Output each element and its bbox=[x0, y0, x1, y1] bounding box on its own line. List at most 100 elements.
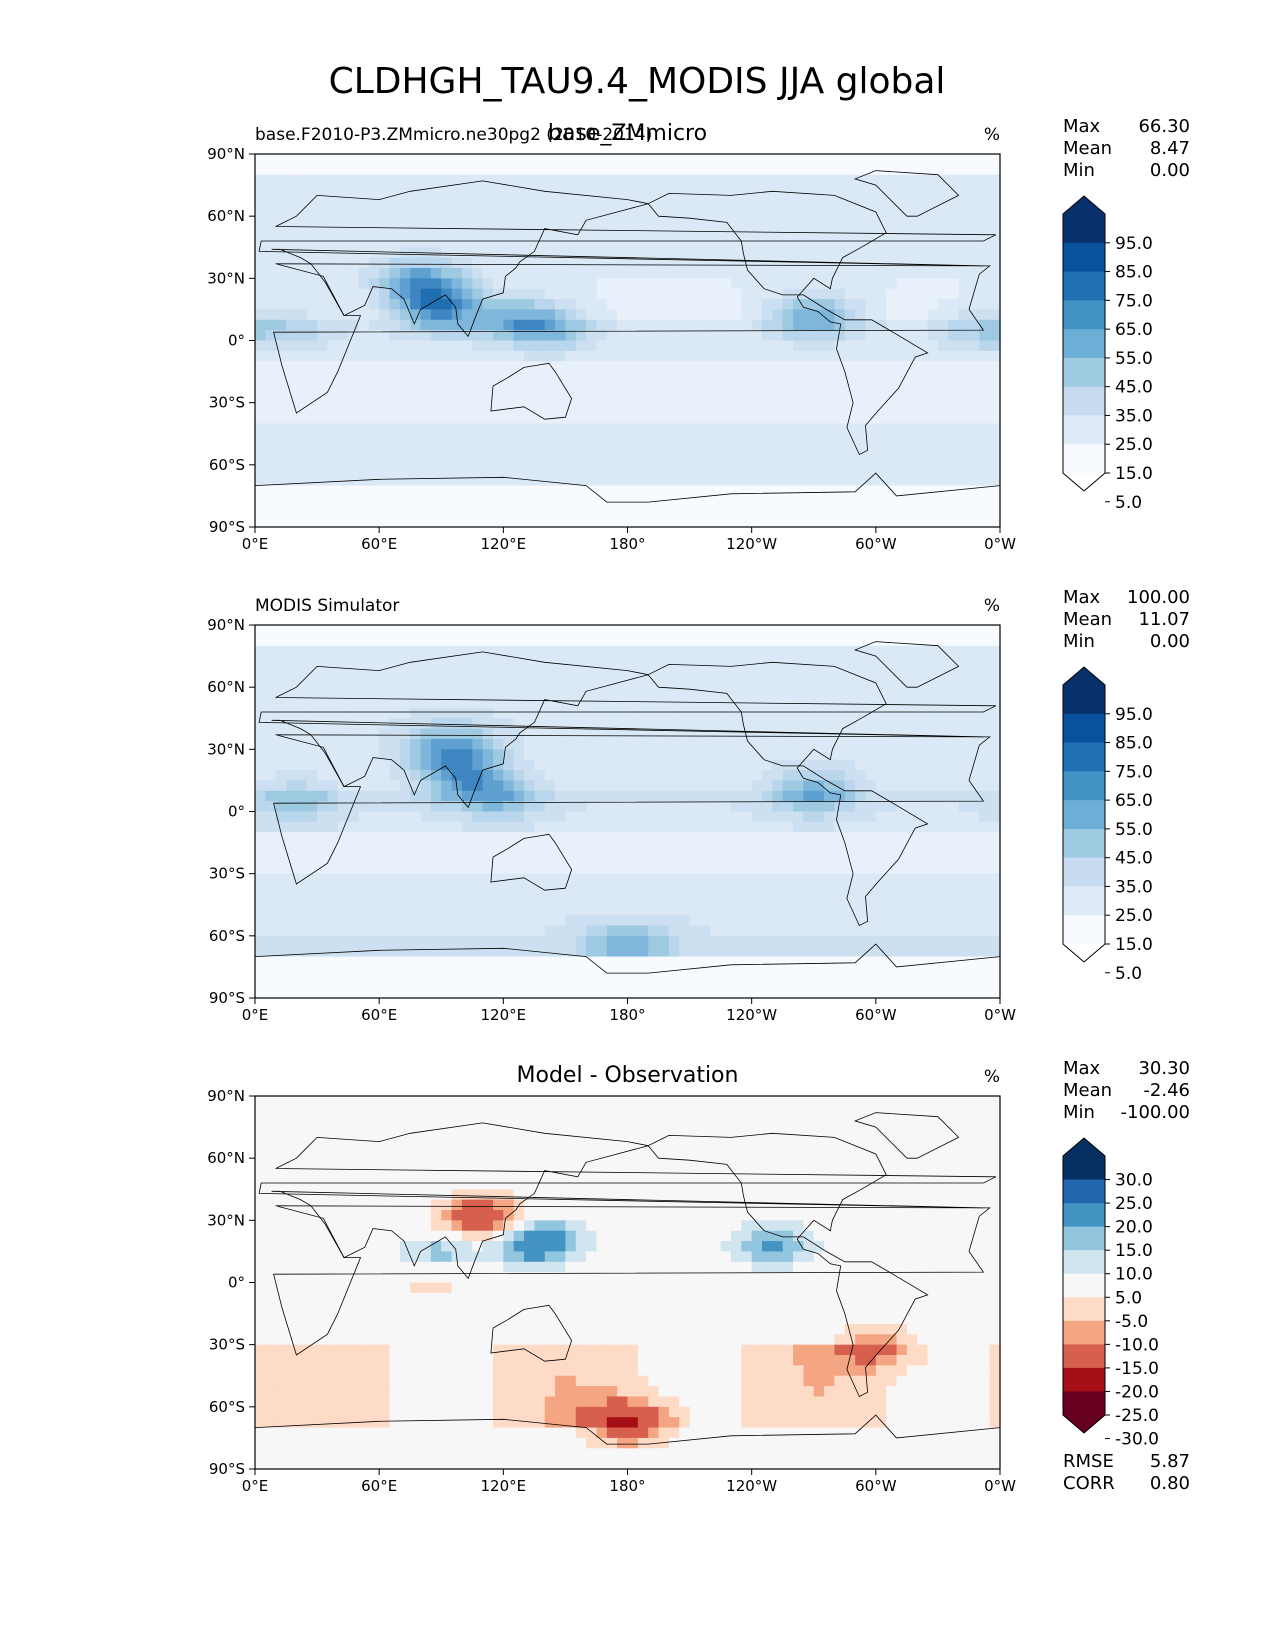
field-cell bbox=[337, 516, 349, 528]
field-cell bbox=[917, 873, 929, 885]
field-cell bbox=[679, 873, 691, 885]
field-cell bbox=[741, 759, 753, 771]
field-cell bbox=[927, 718, 939, 730]
field-cell bbox=[389, 935, 401, 947]
field-cell bbox=[813, 495, 825, 507]
field-cell bbox=[596, 392, 608, 404]
field-cell bbox=[482, 257, 494, 269]
field-cell bbox=[989, 935, 1001, 947]
field-cell bbox=[668, 904, 680, 916]
field-cell bbox=[513, 278, 525, 290]
field-cell bbox=[906, 635, 918, 647]
field-cell bbox=[389, 904, 401, 916]
field-cell bbox=[865, 381, 877, 393]
field-cell bbox=[741, 247, 753, 259]
field-cell bbox=[379, 780, 391, 792]
field-cell bbox=[482, 464, 494, 476]
field-cell bbox=[762, 350, 773, 362]
field-cell bbox=[296, 718, 308, 730]
field-cell bbox=[689, 852, 701, 864]
field-cell bbox=[813, 216, 825, 228]
field-cell bbox=[772, 738, 784, 750]
field-cell bbox=[430, 770, 442, 782]
field-cell bbox=[906, 205, 918, 217]
field-cell bbox=[699, 801, 711, 813]
field-cell bbox=[327, 749, 339, 761]
field-cell bbox=[410, 852, 422, 864]
field-cell bbox=[917, 423, 929, 435]
field-cell bbox=[441, 236, 453, 248]
field-cell bbox=[844, 247, 856, 259]
field-cell bbox=[606, 381, 618, 393]
field-cell bbox=[979, 728, 991, 740]
field-cell bbox=[555, 495, 567, 507]
field-cell bbox=[855, 811, 867, 823]
field-cell bbox=[617, 687, 629, 699]
field-cell bbox=[906, 738, 918, 750]
field-cell bbox=[813, 257, 825, 269]
field-cell bbox=[368, 433, 380, 445]
field-cell bbox=[368, 863, 380, 875]
field-cell bbox=[782, 770, 794, 782]
field-cell bbox=[617, 770, 629, 782]
field-cell bbox=[368, 413, 380, 424]
field-cell bbox=[710, 413, 722, 424]
field-cell bbox=[596, 749, 608, 761]
field-cell bbox=[296, 516, 308, 528]
field-cell bbox=[658, 894, 670, 906]
field-cell bbox=[917, 454, 929, 466]
field-cell bbox=[886, 464, 898, 476]
field-cell bbox=[275, 506, 287, 518]
field-cell bbox=[420, 780, 432, 792]
field-cell bbox=[306, 925, 318, 937]
field-cell bbox=[492, 205, 504, 217]
field-cell bbox=[989, 205, 1001, 217]
field-cell bbox=[337, 770, 349, 782]
field-cell bbox=[896, 226, 908, 238]
field-cell bbox=[389, 454, 401, 466]
field-cell bbox=[379, 392, 391, 404]
field-cell bbox=[979, 935, 991, 947]
field-cell bbox=[441, 247, 453, 259]
field-cell bbox=[348, 288, 360, 300]
field-cell bbox=[565, 267, 577, 279]
field-cell bbox=[906, 676, 918, 688]
field-cell bbox=[441, 790, 453, 802]
field-cell bbox=[958, 495, 970, 507]
field-cell bbox=[513, 464, 525, 476]
field-cell bbox=[958, 728, 970, 740]
field-cell bbox=[306, 935, 318, 947]
field-cell bbox=[627, 894, 639, 906]
field-cell bbox=[544, 687, 556, 699]
field-cell bbox=[555, 288, 567, 300]
field-cell bbox=[689, 625, 701, 636]
field-cell bbox=[906, 873, 918, 885]
field-cell bbox=[906, 625, 918, 636]
field-cell bbox=[524, 340, 535, 352]
field-cell bbox=[948, 780, 960, 792]
field-cell bbox=[348, 625, 360, 636]
field-cell bbox=[637, 257, 649, 269]
field-cell bbox=[741, 154, 753, 165]
field-cell bbox=[989, 842, 1001, 854]
field-cell bbox=[596, 946, 608, 958]
field-cell bbox=[824, 811, 836, 823]
field-cell bbox=[927, 738, 939, 750]
field-cell bbox=[668, 656, 680, 668]
field-cell bbox=[544, 863, 556, 875]
field-cell bbox=[720, 185, 732, 197]
field-cell bbox=[762, 195, 773, 207]
field-cell bbox=[896, 770, 908, 782]
field-cell bbox=[265, 625, 277, 636]
field-cell bbox=[420, 935, 432, 947]
field-cell bbox=[265, 371, 277, 383]
field-cell bbox=[586, 485, 598, 497]
field-cell bbox=[575, 247, 587, 259]
field-cell bbox=[317, 811, 329, 823]
field-cell bbox=[565, 247, 577, 259]
field-cell bbox=[389, 330, 401, 342]
field-cell bbox=[689, 257, 701, 269]
field-cell bbox=[948, 832, 960, 844]
field-cell bbox=[751, 852, 763, 864]
field-cell bbox=[275, 801, 287, 813]
